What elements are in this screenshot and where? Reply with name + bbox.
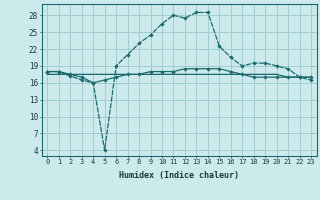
X-axis label: Humidex (Indice chaleur): Humidex (Indice chaleur) — [119, 171, 239, 180]
